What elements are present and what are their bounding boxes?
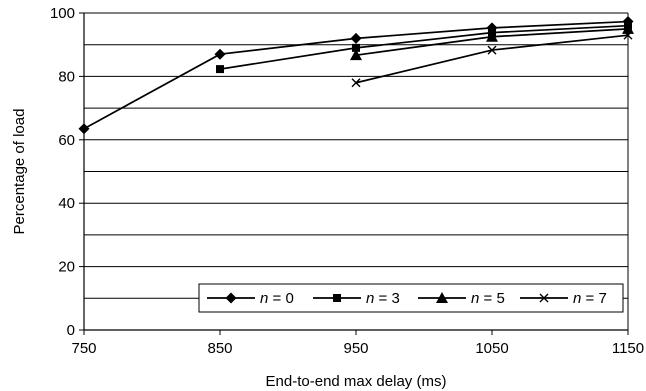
x-tick-label-1150: 1150 — [612, 340, 644, 357]
legend-label-square: n = 3 — [366, 290, 400, 307]
data-point-triangle-1050 — [486, 30, 498, 42]
legend-marker-x — [539, 293, 549, 303]
series-layer — [78, 16, 634, 135]
legend-item-square: n = 3 — [313, 290, 400, 307]
series-line-square — [219, 24, 629, 70]
data-point-triangle-950 — [350, 49, 362, 61]
legend-item-x: n = 7 — [520, 290, 607, 307]
y-tick-label-100: 100 — [50, 5, 75, 22]
legend-label-triangle: n = 5 — [471, 290, 505, 307]
data-point-diamond-850 — [214, 48, 226, 60]
legend: n = 0 n = 3 n = 5 n = 7 — [198, 283, 624, 313]
y-tick-label-20: 20 — [58, 259, 75, 276]
data-point-square-850 — [216, 65, 224, 74]
legend-item-diamond: n = 0 — [207, 290, 294, 307]
legend-item-triangle: n = 5 — [418, 290, 505, 307]
x-axis-title: End-to-end max delay (ms) — [266, 373, 447, 390]
axes — [79, 12, 629, 335]
x-tick-label-950: 950 — [343, 340, 368, 357]
legend-marker-triangle — [436, 292, 448, 303]
y-tick-label-60: 60 — [58, 132, 75, 149]
legend-label-x: n = 7 — [573, 290, 607, 307]
x-tick-label-850: 850 — [207, 340, 232, 357]
legend-label-diamond: n = 0 — [260, 290, 294, 307]
x-tick-label-750: 750 — [71, 340, 96, 357]
data-point-diamond-950 — [350, 32, 362, 44]
data-point-square-950 — [352, 43, 360, 52]
series-line-x — [355, 34, 629, 84]
x-tick-label-1050: 1050 — [475, 340, 508, 357]
y-tick-label-80: 80 — [58, 68, 75, 85]
legend-marker-diamond — [225, 292, 237, 304]
data-point-x-1050 — [487, 45, 497, 55]
y-axis-title: Percentage of load — [11, 109, 28, 235]
y-tick-label-0: 0 — [67, 322, 75, 339]
tick-labels: 0 20 40 60 80 100 750 850 950 1050 1150 — [50, 5, 644, 357]
data-point-x-950 — [351, 78, 361, 88]
legend-marker-square — [333, 294, 341, 302]
y-tick-label-40: 40 — [58, 195, 75, 212]
